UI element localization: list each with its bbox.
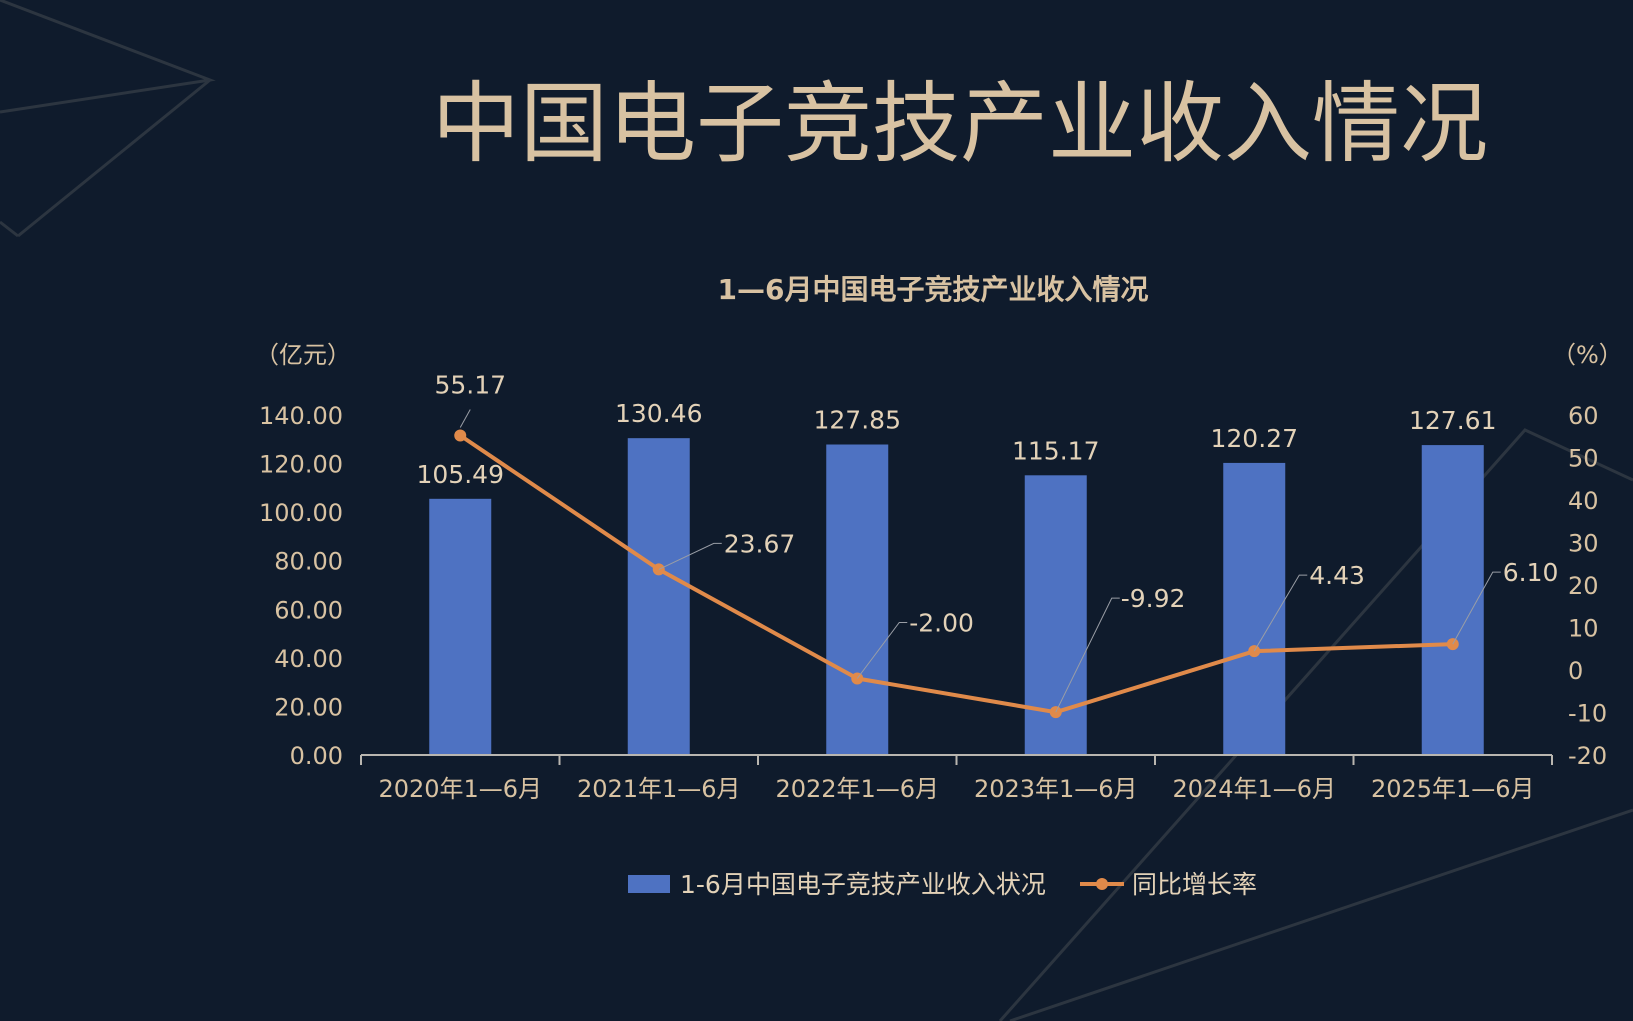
line-label-leader bbox=[1452, 571, 1501, 645]
right-tick-label: 20 bbox=[1568, 572, 1599, 600]
line-data-label: 55.17 bbox=[434, 371, 506, 400]
x-tick-label: 2022年1—6月 bbox=[775, 775, 939, 803]
bar-data-label: 127.61 bbox=[1409, 406, 1496, 435]
bar bbox=[1421, 445, 1484, 755]
line-data-label: 6.10 bbox=[1503, 558, 1559, 587]
chart-title: 1—6月中国电子竞技产业收入情况 bbox=[718, 273, 1149, 306]
legend-bar-label: 1-6月中国电子竞技产业收入状况 bbox=[680, 870, 1046, 899]
bar-data-label: 105.49 bbox=[417, 460, 504, 489]
legend-line-label: 同比增长率 bbox=[1132, 870, 1257, 899]
x-axis-labels: 2020年1—6月 2021年1—6月 2022年1—6月 2023年1—6月 2024… bbox=[378, 775, 1534, 803]
line-data-label: -2.00 bbox=[909, 609, 974, 638]
x-tick-label: 2024年1—6月 bbox=[1172, 775, 1336, 803]
bar-data-label: 115.17 bbox=[1012, 436, 1099, 465]
left-tick-label: 40.00 bbox=[274, 645, 343, 673]
line-data-label: -9.92 bbox=[1121, 584, 1186, 613]
left-tick-label: 140.00 bbox=[259, 402, 343, 430]
deco-line-4 bbox=[1009, 808, 1633, 1021]
line-data-label: 23.67 bbox=[724, 529, 796, 558]
bar bbox=[429, 498, 492, 755]
deco-triangle-lines bbox=[0, 0, 216, 114]
bar bbox=[627, 438, 690, 755]
bar-series: 105.49 130.46 127.85 115.17 120.27 127.61 bbox=[417, 399, 1496, 755]
left-tick-label: 0.00 bbox=[290, 742, 343, 770]
deco-line-1 bbox=[17, 78, 211, 238]
bar-data-label: 130.46 bbox=[615, 399, 702, 428]
right-axis-unit: （%） bbox=[1552, 341, 1623, 369]
growth-line bbox=[459, 433, 1453, 715]
right-axis-ticks: -20 -10 0 10 20 30 40 50 60 bbox=[1568, 402, 1607, 770]
left-tick-label: 60.00 bbox=[274, 596, 343, 624]
deco-line-3 bbox=[998, 428, 1633, 1021]
left-axis-unit: （亿元） bbox=[255, 341, 351, 369]
left-tick-label: 120.00 bbox=[259, 451, 343, 479]
line-series: 55.17 23.67 -2.00 -9.92 4.43 6.10 bbox=[434, 371, 1558, 719]
legend-bar-swatch bbox=[628, 875, 670, 893]
line-point bbox=[454, 429, 467, 442]
line-label-leader bbox=[1253, 574, 1308, 652]
bar-data-label: 127.85 bbox=[814, 406, 901, 435]
line-label-leader bbox=[459, 409, 471, 428]
x-tick-label: 2025年1—6月 bbox=[1371, 775, 1535, 803]
right-tick-label: 50 bbox=[1568, 445, 1599, 473]
right-tick-label: -10 bbox=[1568, 700, 1607, 728]
right-tick-label: 60 bbox=[1568, 402, 1599, 430]
page-title: 中国电子竞技产业收入情况 bbox=[432, 72, 1488, 175]
x-tick-label: 2020年1—6月 bbox=[378, 775, 542, 803]
bar bbox=[826, 444, 889, 755]
left-tick-label: 80.00 bbox=[274, 548, 343, 576]
line-label-leader bbox=[856, 622, 908, 679]
left-tick-label: 100.00 bbox=[259, 499, 343, 527]
line-label-leader bbox=[658, 542, 722, 570]
right-tick-label: 40 bbox=[1568, 487, 1599, 515]
line-label-leader bbox=[1055, 597, 1120, 713]
line-data-label: 4.43 bbox=[1309, 561, 1365, 590]
bar bbox=[1223, 462, 1286, 755]
right-tick-label: 30 bbox=[1568, 530, 1599, 558]
right-tick-label: 0 bbox=[1568, 657, 1583, 685]
x-tick-label: 2023年1—6月 bbox=[974, 775, 1138, 803]
legend: 1-6月中国电子竞技产业收入状况 同比增长率 bbox=[628, 870, 1257, 899]
right-tick-label: -20 bbox=[1568, 742, 1607, 770]
left-tick-label: 20.00 bbox=[274, 693, 343, 721]
deco-line-2 bbox=[0, 220, 19, 238]
bar-data-label: 120.27 bbox=[1211, 424, 1298, 453]
right-tick-label: 10 bbox=[1568, 615, 1599, 643]
legend-line-marker bbox=[1096, 878, 1108, 890]
x-axis bbox=[360, 754, 1553, 765]
x-tick-label: 2021年1—6月 bbox=[577, 775, 741, 803]
left-axis-ticks: 0.00 20.00 40.00 60.00 80.00 100.00 120.00 140.… bbox=[259, 402, 343, 770]
